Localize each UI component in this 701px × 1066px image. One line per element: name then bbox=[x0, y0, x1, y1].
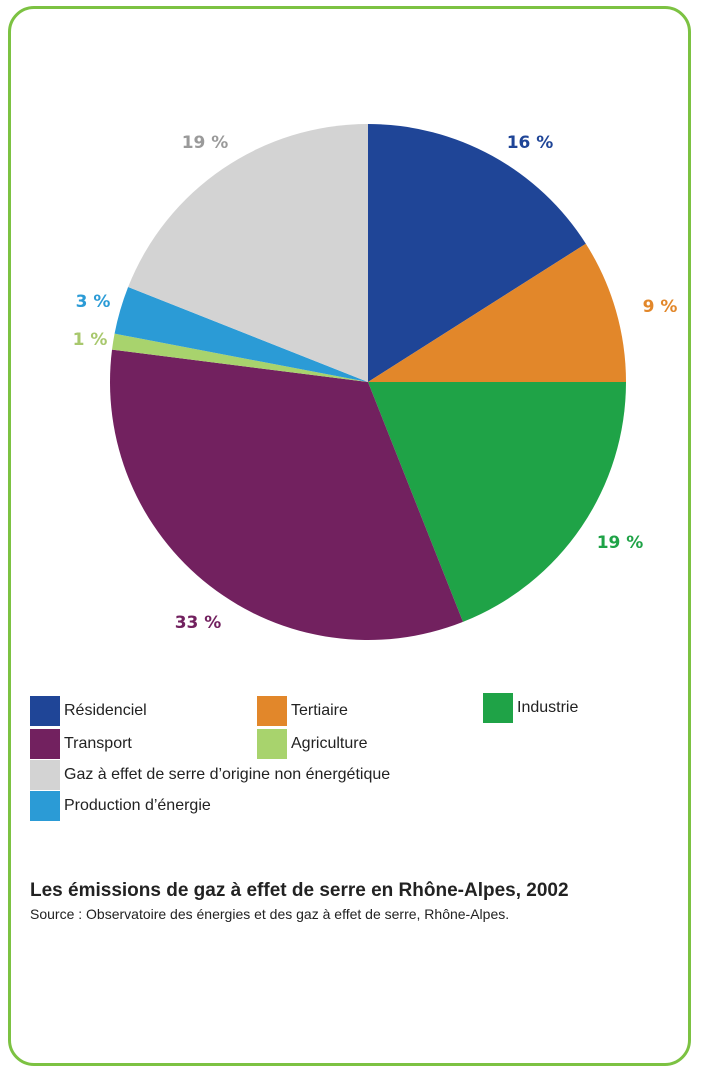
pie-slice-6 bbox=[128, 124, 368, 382]
pie-slice-5 bbox=[114, 287, 368, 382]
slice-label-5: 3 % bbox=[76, 292, 111, 312]
pie-slice-0 bbox=[368, 124, 586, 382]
pie-slice-2 bbox=[368, 382, 626, 622]
slice-label-1: 9 % bbox=[643, 297, 678, 317]
pie-slice-1 bbox=[368, 243, 626, 382]
slice-label-4: 1 % bbox=[73, 330, 108, 350]
slice-label-3: 33 % bbox=[175, 613, 222, 633]
chart-title: Les émissions de gaz à effet de serre en… bbox=[30, 880, 569, 901]
slice-label-6: 19 % bbox=[182, 133, 229, 153]
slice-label-2: 19 % bbox=[597, 533, 644, 553]
pie-slice-4 bbox=[112, 333, 368, 382]
chart-source: Source : Observatoire des énergies et de… bbox=[30, 906, 510, 922]
slice-label-0: 16 % bbox=[507, 133, 554, 153]
pie-slice-3 bbox=[109, 349, 463, 641]
